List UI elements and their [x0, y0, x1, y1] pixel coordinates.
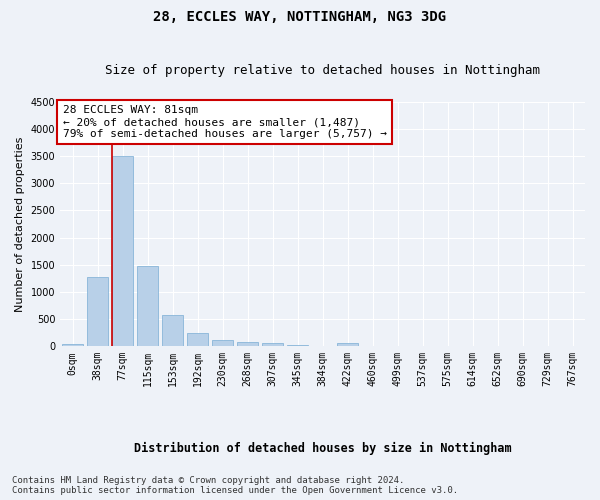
- Bar: [237, 342, 258, 346]
- Bar: [162, 314, 183, 346]
- Bar: [187, 333, 208, 346]
- Bar: [87, 277, 108, 346]
- Bar: [62, 344, 83, 346]
- Title: Size of property relative to detached houses in Nottingham: Size of property relative to detached ho…: [105, 64, 540, 77]
- Text: 28, ECCLES WAY, NOTTINGHAM, NG3 3DG: 28, ECCLES WAY, NOTTINGHAM, NG3 3DG: [154, 10, 446, 24]
- Bar: [287, 344, 308, 346]
- Bar: [262, 344, 283, 346]
- X-axis label: Distribution of detached houses by size in Nottingham: Distribution of detached houses by size …: [134, 442, 511, 455]
- Bar: [212, 340, 233, 346]
- Bar: [137, 266, 158, 346]
- Bar: [337, 343, 358, 346]
- Y-axis label: Number of detached properties: Number of detached properties: [15, 136, 25, 312]
- Bar: [112, 156, 133, 346]
- Text: 28 ECCLES WAY: 81sqm
← 20% of detached houses are smaller (1,487)
79% of semi-de: 28 ECCLES WAY: 81sqm ← 20% of detached h…: [63, 106, 387, 138]
- Text: Contains HM Land Registry data © Crown copyright and database right 2024.
Contai: Contains HM Land Registry data © Crown c…: [12, 476, 458, 495]
